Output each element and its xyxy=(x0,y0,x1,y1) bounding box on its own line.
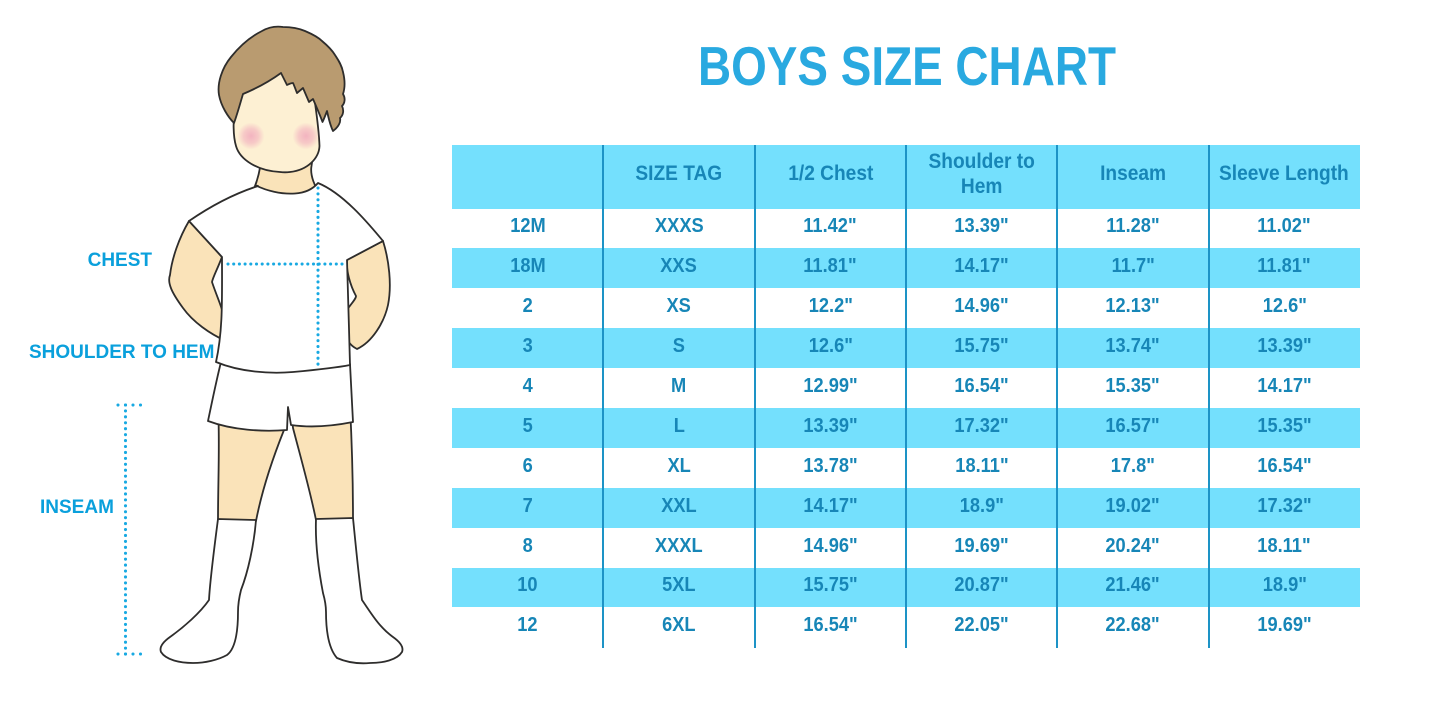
svg-text:INSEAM: INSEAM xyxy=(40,497,114,518)
svg-text:CHEST: CHEST xyxy=(88,250,153,271)
svg-text:SHOULDER TO HEM: SHOULDER TO HEM xyxy=(29,342,214,363)
